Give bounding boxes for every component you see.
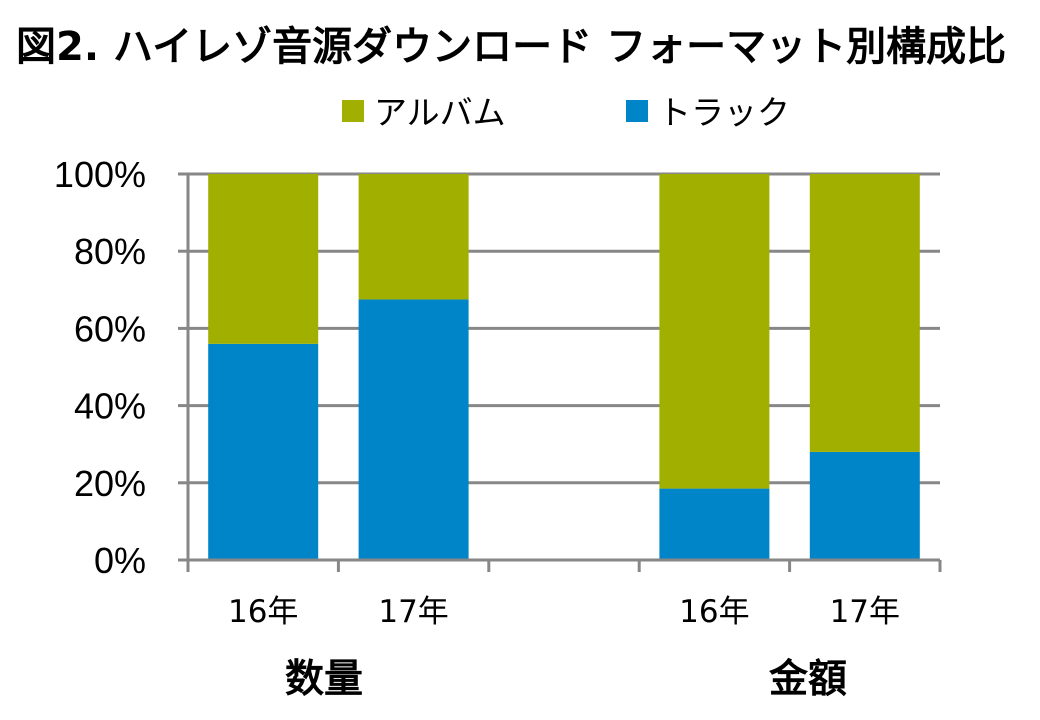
y-tick-label: 60% xyxy=(74,308,146,349)
legend-swatch-album xyxy=(342,100,364,122)
y-tick-label: 80% xyxy=(74,231,146,272)
group-label-amount: 金額 xyxy=(768,657,847,702)
x-category-label: 16年 xyxy=(228,594,298,630)
x-category-label: 17年 xyxy=(378,594,448,630)
bar-segment-album xyxy=(659,174,770,489)
x-axis-category-labels: 16年 17年 16年 17年 xyxy=(228,594,900,630)
x-category-label: 17年 xyxy=(830,594,900,630)
group-label-quantity: 数量 xyxy=(285,657,363,702)
bar-segment-album xyxy=(358,174,469,300)
bar-segment-track xyxy=(358,299,469,560)
x-category-label: 16年 xyxy=(679,594,749,630)
bar-segment-album xyxy=(809,174,920,452)
chart-title: 図2. ハイレゾ音源ダウンロード フォーマット別構成比 xyxy=(16,24,1006,70)
bar-segment-album xyxy=(208,174,319,344)
legend-label-track: トラック xyxy=(658,93,790,132)
legend-swatch-track xyxy=(626,100,648,122)
y-tick-label: 20% xyxy=(74,463,146,504)
bar-segment-track xyxy=(208,343,319,560)
bar-segment-track xyxy=(809,451,920,560)
y-tick-label: 40% xyxy=(74,386,146,427)
legend: アルバム トラック xyxy=(342,93,790,132)
y-axis-tick-labels: 0% 20% 40% 60% 80% 100% xyxy=(54,154,146,581)
y-tick-label: 0% xyxy=(94,540,146,581)
bar-segment-track xyxy=(659,488,770,560)
legend-label-album: アルバム xyxy=(374,93,506,132)
bars xyxy=(208,174,920,560)
x-axis xyxy=(186,174,942,572)
y-tick-label: 100% xyxy=(54,154,146,195)
